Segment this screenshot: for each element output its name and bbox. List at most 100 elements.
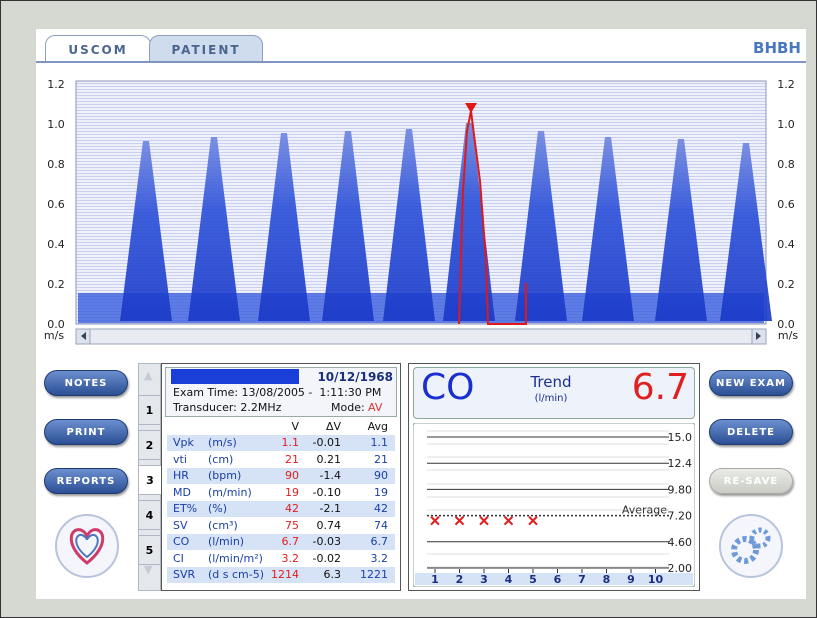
- y-tick-label: 0.8: [777, 158, 795, 171]
- tab-underline: [36, 61, 806, 63]
- button[interactable]: DELETE: [709, 419, 793, 445]
- table-cell: 75: [269, 518, 299, 534]
- table-cell: 42: [346, 501, 388, 517]
- table-cell: CO: [173, 534, 203, 550]
- exam-tab[interactable]: 5: [138, 535, 161, 565]
- table-cell: (cm): [208, 452, 268, 468]
- table-cell: 19: [346, 485, 388, 501]
- table-cell: CI: [173, 551, 203, 567]
- doppler-display: 1.21.21.01.00.80.80.60.60.40.40.20.20.00…: [36, 71, 806, 351]
- y-tick-label: 0.2: [47, 278, 65, 291]
- tab[interactable]: PATIENT: [149, 35, 263, 61]
- y-tick-label: 0.6: [777, 198, 795, 211]
- table-cell: -2.1: [301, 501, 341, 517]
- x-tick-label: 9: [627, 573, 635, 586]
- exam-tab[interactable]: 3: [138, 465, 161, 495]
- y-tick-label: 9.80: [668, 483, 693, 496]
- button[interactable]: NEW EXAM: [709, 370, 793, 396]
- y-tick-label: 15.0: [668, 431, 693, 444]
- table-cell: Vpk: [173, 435, 203, 451]
- x-tick-label: 4: [505, 573, 513, 586]
- table-cell: 3.2: [269, 551, 299, 567]
- y-tick-label: 1.2: [777, 78, 795, 91]
- y-tick-label: 0.6: [47, 198, 65, 211]
- table-cell: 1.1: [269, 435, 299, 451]
- table-cell: SV: [173, 518, 203, 534]
- y-tick-label: 0.2: [777, 278, 795, 291]
- mode-label: Mode:: [331, 401, 365, 414]
- table-cell: 21: [346, 452, 388, 468]
- button[interactable]: PRINT: [44, 419, 128, 445]
- table-cell: 1221: [346, 567, 388, 583]
- uscom-logo: [54, 513, 120, 579]
- y-tick-label: 1.2: [47, 78, 65, 91]
- x-tick-label: 2: [456, 573, 464, 586]
- exam-tab[interactable]: 2: [138, 430, 161, 460]
- table-cell: 6.3: [301, 567, 341, 583]
- table-cell: 1.1: [346, 435, 388, 451]
- table-cell: (d s cm-5): [208, 567, 268, 583]
- table-cell: 21: [269, 452, 299, 468]
- transducer: Transducer: 2.2MHz: [173, 401, 281, 414]
- app-window: USCOM PATIENT BHBH 1.2 1.2 1.0 1.0 0.8 0.8 0.6…: [0, 0, 817, 618]
- button[interactable]: RE-SAVE: [709, 468, 793, 494]
- table-cell: (bpm): [208, 468, 268, 484]
- trend-unit: (l/min): [521, 393, 581, 404]
- table-cell: (l/min/m²): [208, 551, 268, 567]
- x-tick-label: 3: [480, 573, 488, 586]
- button[interactable]: NOTES: [44, 370, 128, 396]
- x-tick-label: 8: [603, 573, 611, 586]
- y-tick-label: 7.20: [668, 510, 693, 523]
- table-cell: -1.4: [301, 468, 341, 484]
- patient-name-bar: [171, 369, 299, 384]
- axis-unit: m/s: [778, 329, 798, 342]
- x-tick-label: 7: [578, 573, 586, 586]
- x-tick-label: 6: [554, 573, 562, 586]
- axis-unit: m/s: [44, 329, 64, 342]
- table-cell: 6.7: [269, 534, 299, 550]
- date-of-birth: 10/12/1968: [301, 370, 393, 384]
- column-header: V: [269, 419, 299, 435]
- column-header: ΔV: [301, 419, 341, 435]
- exam-tab[interactable]: 1: [138, 395, 161, 425]
- trend-title: Trend: [521, 373, 581, 391]
- tab[interactable]: USCOM: [45, 35, 151, 61]
- y-tick-label: 0.4: [777, 238, 795, 251]
- x-tick-label: 1: [431, 573, 439, 586]
- table-cell: (cm³): [208, 518, 268, 534]
- table-cell: vti: [173, 452, 203, 468]
- y-tick-label: 12.4: [668, 457, 693, 470]
- table-cell: 0.74: [301, 518, 341, 534]
- table-cell: (%): [208, 501, 268, 517]
- exam-time: Exam Time: 13/08/2005 - 1:11:30 PM: [173, 386, 381, 399]
- header-code: BHBH: [741, 39, 801, 57]
- table-cell: -0.10: [301, 485, 341, 501]
- settings-icon[interactable]: [718, 513, 784, 579]
- table-cell: 90: [346, 468, 388, 484]
- table-cell: MD: [173, 485, 203, 501]
- trend-parameter: CO: [421, 367, 474, 408]
- scrollbar[interactable]: [76, 329, 766, 344]
- trend-current: 6.7: [601, 367, 689, 408]
- exam-tab[interactable]: 4: [138, 500, 161, 530]
- table-cell: HR: [173, 468, 203, 484]
- x-tick-label: 5: [529, 573, 537, 586]
- table-cell: 1214: [269, 567, 299, 583]
- button[interactable]: REPORTS: [44, 468, 128, 494]
- table-cell: 3.2: [346, 551, 388, 567]
- table-cell: 42: [269, 501, 299, 517]
- scroll-up[interactable]: ▲: [144, 369, 152, 382]
- y-tick-label: 1.0: [777, 118, 795, 131]
- y-tick-label: 0.8: [47, 158, 65, 171]
- table-cell: ET%: [173, 501, 203, 517]
- table-cell: SVR: [173, 567, 203, 583]
- table-cell: -0.02: [301, 551, 341, 567]
- table-cell: 6.7: [346, 534, 388, 550]
- table-cell: 19: [269, 485, 299, 501]
- x-tick-label: 10: [648, 573, 664, 586]
- column-header: Avg: [346, 419, 388, 435]
- y-tick-label: 1.0: [47, 118, 65, 131]
- y-tick-label: 0.4: [47, 238, 65, 251]
- y-tick-label: 4.60: [668, 536, 693, 549]
